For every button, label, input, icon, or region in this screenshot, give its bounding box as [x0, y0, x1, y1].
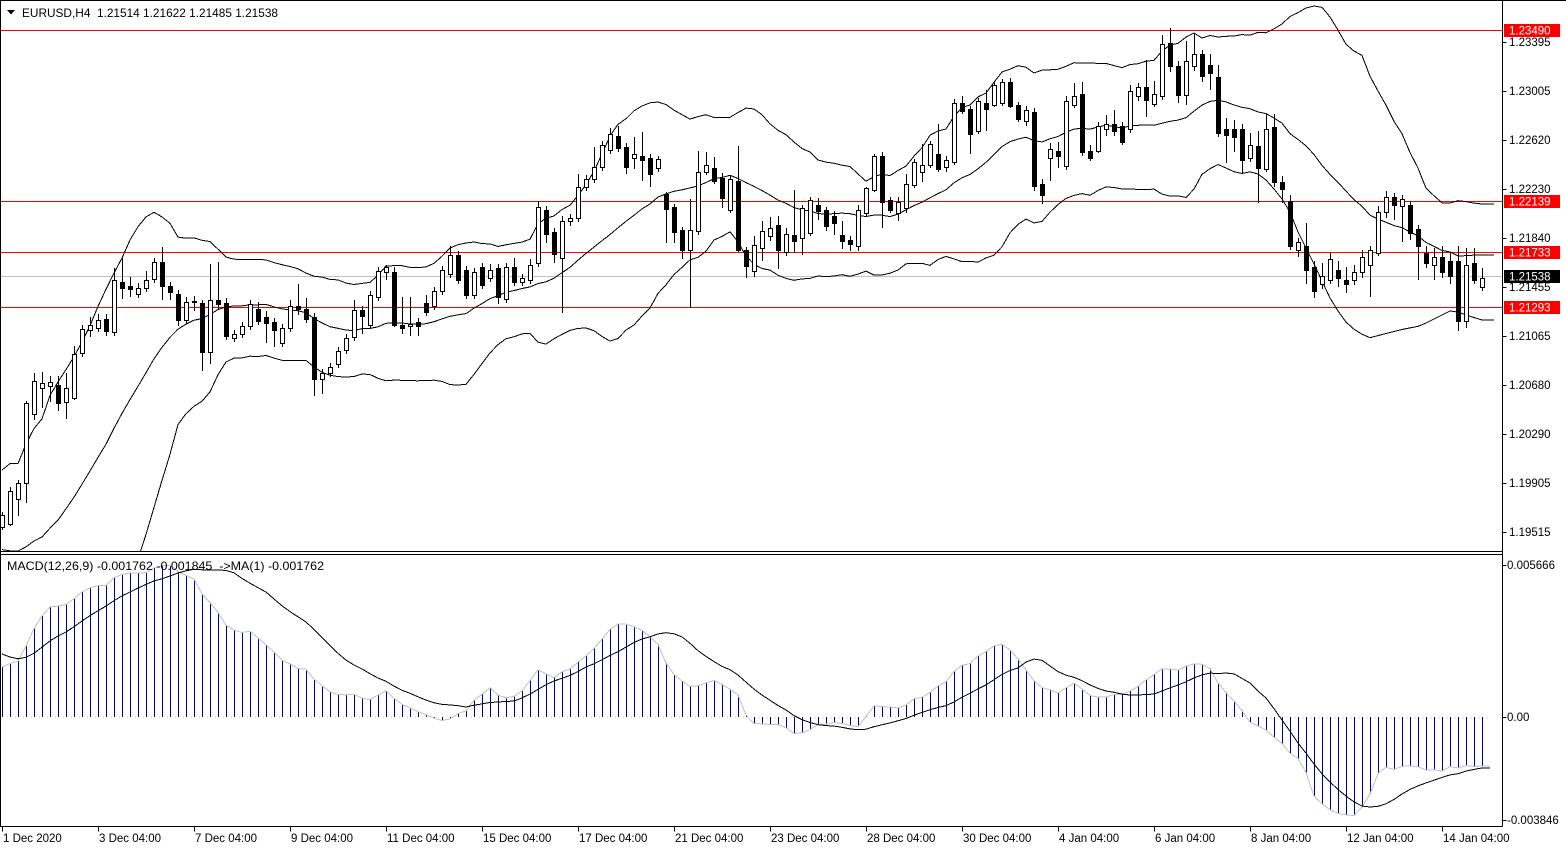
svg-text:1.23490: 1.23490: [1509, 26, 1551, 38]
svg-text:-0.003846: -0.003846: [1507, 815, 1559, 827]
svg-text:4 Jan 04:00: 4 Jan 04:00: [1059, 833, 1119, 845]
svg-text:1.23395: 1.23395: [1509, 37, 1551, 49]
svg-text:14 Jan 04:00: 14 Jan 04:00: [1443, 833, 1510, 845]
svg-text:30 Dec 04:00: 30 Dec 04:00: [963, 833, 1031, 845]
svg-text:1 Dec 2020: 1 Dec 2020: [3, 833, 62, 845]
svg-text:3 Dec 04:00: 3 Dec 04:00: [99, 833, 161, 845]
svg-text:0.00: 0.00: [1507, 712, 1529, 724]
svg-text:EURUSD,H4 1.21514 1.21622 1.2: EURUSD,H4 1.21514 1.21622 1.21485 1.2153…: [22, 6, 278, 20]
svg-text:1.21538: 1.21538: [1509, 272, 1551, 284]
svg-text:23 Dec 04:00: 23 Dec 04:00: [771, 833, 839, 845]
svg-text:1.22139: 1.22139: [1509, 197, 1551, 209]
svg-text:1.20680: 1.20680: [1509, 380, 1551, 392]
svg-text:1.20290: 1.20290: [1509, 429, 1551, 441]
svg-text:1.21293: 1.21293: [1509, 303, 1551, 315]
svg-text:1.21840: 1.21840: [1509, 233, 1551, 245]
svg-text:12 Jan 04:00: 12 Jan 04:00: [1347, 833, 1414, 845]
svg-text:1.21065: 1.21065: [1509, 331, 1551, 343]
svg-text:7 Dec 04:00: 7 Dec 04:00: [195, 833, 257, 845]
svg-text:8 Jan 04:00: 8 Jan 04:00: [1251, 833, 1311, 845]
svg-text:1.19515: 1.19515: [1509, 527, 1551, 539]
svg-text:17 Dec 04:00: 17 Dec 04:00: [579, 833, 647, 845]
svg-text:21 Dec 04:00: 21 Dec 04:00: [675, 833, 743, 845]
svg-text:0.005666: 0.005666: [1507, 560, 1555, 572]
svg-text:1.19905: 1.19905: [1509, 478, 1551, 490]
svg-text:1.22230: 1.22230: [1509, 184, 1551, 196]
svg-text:1.23005: 1.23005: [1509, 86, 1551, 98]
svg-text:15 Dec 04:00: 15 Dec 04:00: [483, 833, 551, 845]
svg-text:28 Dec 04:00: 28 Dec 04:00: [867, 833, 935, 845]
svg-text:11 Dec 04:00: 11 Dec 04:00: [387, 833, 455, 845]
svg-text:1.21455: 1.21455: [1509, 282, 1551, 294]
svg-text:MACD(12,26,9) -0.001762 -0.001: MACD(12,26,9) -0.001762 -0.001845 ->MA(1…: [7, 559, 324, 573]
svg-text:6 Jan 04:00: 6 Jan 04:00: [1155, 833, 1215, 845]
svg-text:1.22620: 1.22620: [1509, 135, 1551, 147]
svg-text:1.21733: 1.21733: [1509, 248, 1551, 260]
svg-text:9 Dec 04:00: 9 Dec 04:00: [291, 833, 353, 845]
